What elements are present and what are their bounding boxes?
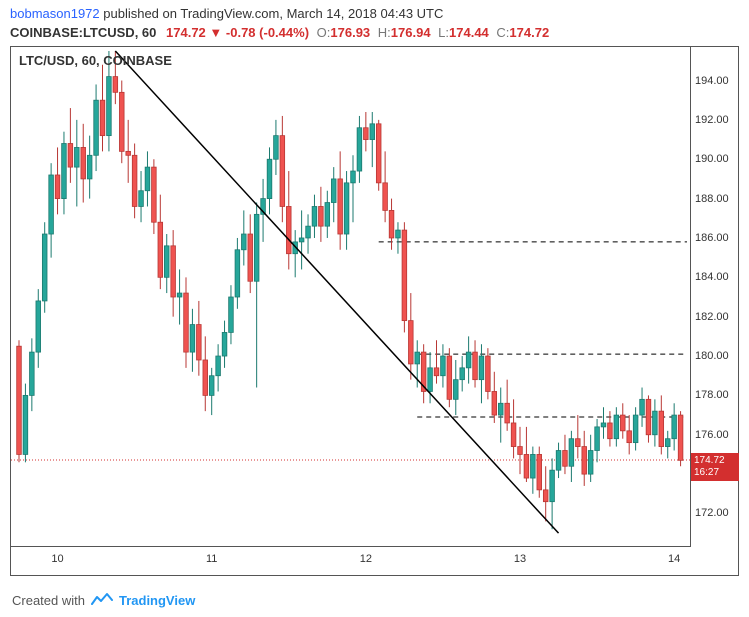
x-axis[interactable]: 10 11 12 13 14	[11, 546, 691, 575]
username[interactable]: bobmason1972	[10, 6, 100, 21]
open-value: 176.93	[330, 25, 370, 40]
x-tick-label: 11	[206, 553, 217, 565]
chart-title: LTC/USD, 60, COINBASE	[19, 53, 172, 68]
y-tick-label: 184.00	[695, 271, 729, 283]
y-tick-label: 192.00	[695, 114, 729, 126]
chart-container[interactable]: LTC/USD, 60, COINBASE 172.00174.00176.00…	[10, 46, 739, 576]
symbol: COINBASE:LTCUSD, 60	[10, 25, 156, 40]
change-pct: (-0.44%)	[259, 25, 309, 40]
y-tick-label: 180.00	[695, 350, 729, 362]
y-tick-label: 186.00	[695, 232, 729, 244]
low-value: 174.44	[449, 25, 489, 40]
y-tick-label: 176.00	[695, 429, 729, 441]
chart-plot-area[interactable]: LTC/USD, 60, COINBASE	[11, 47, 691, 547]
change: -0.78	[226, 25, 256, 40]
last-price: 174.72	[166, 25, 206, 40]
x-tick-label: 10	[51, 553, 63, 565]
tradingview-logo-icon	[91, 592, 113, 609]
chart-svg	[11, 47, 691, 547]
y-tick-label: 178.00	[695, 389, 729, 401]
high-label: H:	[378, 25, 391, 40]
low-label: L:	[438, 25, 449, 40]
y-tick-label: 182.00	[695, 311, 729, 323]
y-tick-label: 194.00	[695, 75, 729, 87]
ohlc-bar: COINBASE:LTCUSD, 60 174.72 ▼ -0.78 (-0.4…	[0, 23, 749, 46]
y-axis[interactable]: 172.00174.00176.00178.00180.00182.00184.…	[690, 47, 738, 547]
publish-header: bobmason1972 published on TradingView.co…	[0, 0, 749, 23]
x-tick-label: 13	[514, 553, 526, 565]
open-label: O:	[317, 25, 331, 40]
high-value: 176.94	[391, 25, 431, 40]
tradingview-brand[interactable]: TradingView	[119, 593, 195, 608]
close-label: C:	[496, 25, 509, 40]
y-tick-label: 172.00	[695, 507, 729, 519]
close-value: 174.72	[509, 25, 549, 40]
x-tick-label: 12	[360, 553, 372, 565]
y-tick-label: 190.00	[695, 153, 729, 165]
price-tag: 174.7216:27	[691, 453, 739, 481]
x-tick-label: 14	[668, 553, 680, 565]
y-tick-label: 188.00	[695, 193, 729, 205]
created-with-label: Created with	[12, 593, 85, 608]
down-arrow-icon: ▼	[209, 25, 222, 40]
publish-info: published on TradingView.com, March 14, …	[100, 6, 444, 21]
footer: Created with TradingView	[0, 584, 749, 617]
